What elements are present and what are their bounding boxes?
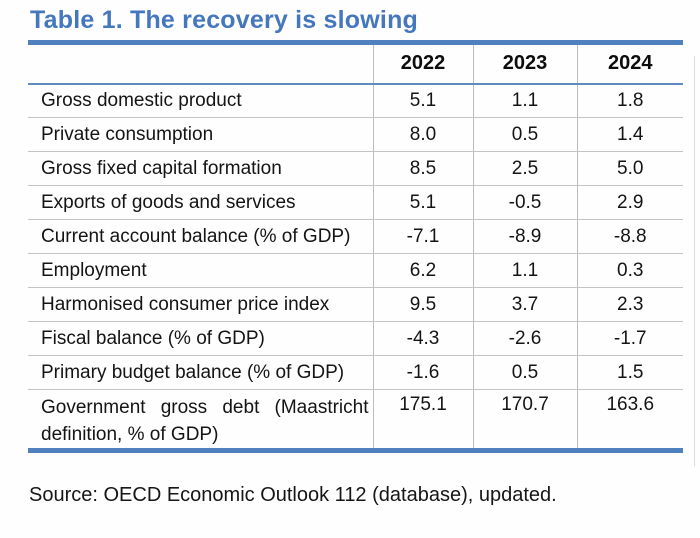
row-label: Current account balance (% of GDP) — [28, 219, 373, 254]
cell-value: 0.3 — [576, 253, 683, 288]
column-header-2024: 2024 — [576, 42, 683, 85]
cell-value: 2.3 — [576, 287, 683, 322]
cell-value: 2.5 — [472, 151, 577, 186]
row-label: Gross domestic product — [28, 83, 373, 118]
column-header-2022: 2022 — [372, 42, 473, 85]
cell-value: 5.1 — [372, 185, 473, 220]
cell-value: 9.5 — [372, 287, 473, 322]
row-label: Employment — [28, 253, 373, 288]
header-row: 2022 2023 2024 — [28, 42, 683, 85]
cell-value: 1.1 — [472, 253, 577, 288]
cell-value: 5.1 — [372, 83, 473, 118]
table-row: Employment 6.2 1.1 0.3 — [28, 253, 683, 288]
cell-value: 6.2 — [372, 253, 473, 288]
cell-value: -1.7 — [576, 321, 683, 356]
row-label: Fiscal balance (% of GDP) — [28, 321, 373, 356]
cell-value: 3.7 — [472, 287, 577, 322]
cell-value: -4.3 — [372, 321, 473, 356]
cell-value: 0.5 — [472, 355, 577, 390]
row-label: Government gross debt (Maastricht defini… — [41, 397, 369, 445]
cell-value: -7.1 — [372, 219, 473, 254]
cell-value: 0.5 — [472, 117, 577, 152]
cell-value: -8.9 — [472, 219, 577, 254]
cell-value: -0.5 — [472, 185, 577, 220]
row-label: Exports of goods and services — [28, 185, 373, 220]
cell-value: 5.0 — [576, 151, 683, 186]
table-row: Gross fixed capital formation 8.5 2.5 5.… — [28, 151, 683, 186]
cell-value: 1.4 — [576, 117, 683, 152]
column-header-2023: 2023 — [472, 42, 577, 85]
cell-value: -2.6 — [472, 321, 577, 356]
table-row: Current account balance (% of GDP) -7.1 … — [28, 219, 683, 254]
table-row: Government gross debt (Maastricht defini… — [28, 389, 683, 451]
cell-value: 8.0 — [372, 117, 473, 152]
cell-value: 1.8 — [576, 83, 683, 118]
cell-value: -1.6 — [372, 355, 473, 390]
row-label: Gross fixed capital formation — [28, 151, 373, 186]
cell-value: 175.1 — [372, 389, 473, 451]
row-label-column-header — [28, 42, 373, 85]
economic-indicators-table: 2022 2023 2024 Gross domestic product 5.… — [28, 40, 683, 453]
cell-value: 8.5 — [372, 151, 473, 186]
cell-value: 1.1 — [472, 83, 577, 118]
table-row: Harmonised consumer price index 9.5 3.7 … — [28, 287, 683, 322]
table-row: Exports of goods and services 5.1 -0.5 2… — [28, 185, 683, 220]
table-row: Private consumption 8.0 0.5 1.4 — [28, 117, 683, 152]
cell-value: 2.9 — [576, 185, 683, 220]
cell-value: 1.5 — [576, 355, 683, 390]
source-note: Source: OECD Economic Outlook 112 (datab… — [29, 484, 557, 506]
table-row: Fiscal balance (% of GDP) -4.3 -2.6 -1.7 — [28, 321, 683, 356]
page-edge-line — [694, 56, 695, 466]
cell-value: 170.7 — [472, 389, 577, 451]
row-label: Primary budget balance (% of GDP) — [28, 355, 373, 390]
table-title: Table 1. The recovery is slowing — [30, 6, 419, 34]
table-row: Primary budget balance (% of GDP) -1.6 0… — [28, 355, 683, 390]
row-label: Harmonised consumer price index — [28, 287, 373, 322]
cell-value: 163.6 — [576, 389, 683, 451]
table-row: Gross domestic product 5.1 1.1 1.8 — [28, 83, 683, 118]
cell-value: -8.8 — [576, 219, 683, 254]
row-label: Private consumption — [28, 117, 373, 152]
